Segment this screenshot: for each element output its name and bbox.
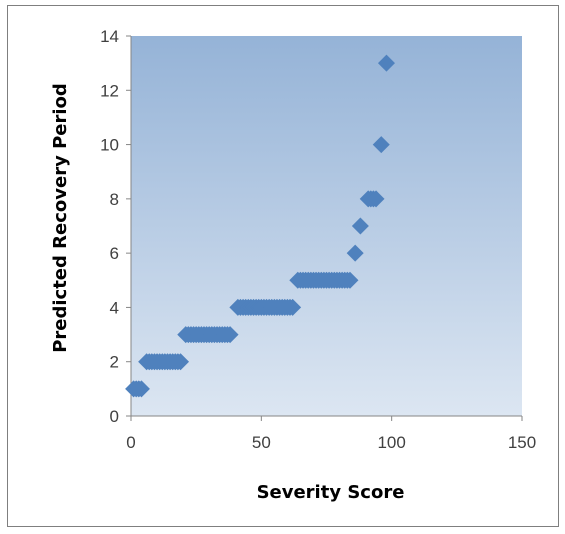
y-tick-label: 8 xyxy=(110,190,119,209)
data-point xyxy=(341,271,359,289)
y-tick-label: 12 xyxy=(100,81,119,100)
data-point xyxy=(221,326,239,344)
data-point xyxy=(346,244,364,262)
data-point xyxy=(377,54,395,72)
chart-frame: 0 2 4 6 8 10 12 14 0 50 100 150 Severity Score Pred… xyxy=(7,5,559,527)
x-tick-label: 50 xyxy=(252,433,271,452)
x-tick-label: 0 xyxy=(126,433,135,452)
y-tick-label: 2 xyxy=(110,353,119,372)
data-point xyxy=(367,190,385,208)
scatter-chart: 0 2 4 6 8 10 12 14 0 50 100 150 Severity Score Pred… xyxy=(50,27,536,503)
data-point xyxy=(284,298,302,316)
y-tick-label: 14 xyxy=(100,27,119,46)
y-axis-title: Predicted Recovery Period xyxy=(50,83,71,353)
y-tick-label: 6 xyxy=(110,244,119,263)
tick-labels: 0 2 4 6 8 10 12 14 0 50 100 150 xyxy=(100,27,536,452)
plot-area xyxy=(131,36,522,416)
x-tick-label: 150 xyxy=(508,433,536,452)
data-point xyxy=(172,353,190,371)
x-axis-title: Severity Score xyxy=(257,482,405,503)
y-tick-label: 4 xyxy=(110,298,119,317)
data-point xyxy=(132,380,150,398)
axes xyxy=(126,35,523,421)
y-tick-label: 10 xyxy=(100,136,119,155)
data-point xyxy=(351,217,369,235)
y-tick-label: 0 xyxy=(110,407,119,426)
x-tick-label: 100 xyxy=(377,433,405,452)
data-point xyxy=(372,136,390,154)
data-markers xyxy=(125,54,395,398)
